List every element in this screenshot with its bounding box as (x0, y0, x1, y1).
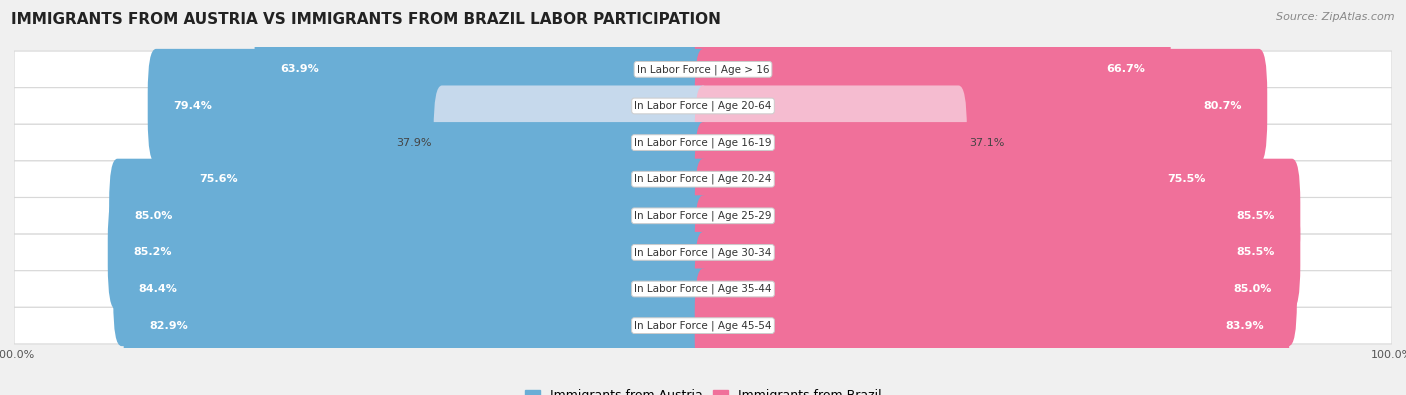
Text: 75.5%: 75.5% (1167, 174, 1206, 184)
Text: In Labor Force | Age 35-44: In Labor Force | Age 35-44 (634, 284, 772, 294)
FancyBboxPatch shape (695, 12, 1171, 126)
FancyBboxPatch shape (433, 85, 711, 200)
FancyBboxPatch shape (695, 49, 1267, 163)
Text: 79.4%: 79.4% (173, 101, 212, 111)
Text: 63.9%: 63.9% (280, 64, 319, 74)
Text: 66.7%: 66.7% (1107, 64, 1146, 74)
Text: 85.5%: 85.5% (1236, 211, 1275, 221)
Text: In Labor Force | Age 20-64: In Labor Force | Age 20-64 (634, 101, 772, 111)
Text: In Labor Force | Age 30-34: In Labor Force | Age 30-34 (634, 247, 772, 258)
Text: In Labor Force | Age 25-29: In Labor Force | Age 25-29 (634, 211, 772, 221)
FancyBboxPatch shape (148, 49, 711, 163)
Text: 85.0%: 85.0% (135, 211, 173, 221)
FancyBboxPatch shape (174, 122, 711, 236)
FancyBboxPatch shape (14, 234, 1392, 271)
FancyBboxPatch shape (14, 161, 1392, 198)
Text: 80.7%: 80.7% (1204, 101, 1241, 111)
FancyBboxPatch shape (14, 271, 1392, 307)
FancyBboxPatch shape (14, 124, 1392, 161)
FancyBboxPatch shape (254, 12, 711, 126)
FancyBboxPatch shape (14, 307, 1392, 344)
FancyBboxPatch shape (695, 122, 1232, 236)
FancyBboxPatch shape (695, 85, 967, 200)
FancyBboxPatch shape (695, 195, 1301, 310)
Text: IMMIGRANTS FROM AUSTRIA VS IMMIGRANTS FROM BRAZIL LABOR PARTICIPATION: IMMIGRANTS FROM AUSTRIA VS IMMIGRANTS FR… (11, 12, 721, 27)
Text: 85.2%: 85.2% (134, 247, 172, 258)
FancyBboxPatch shape (110, 159, 711, 273)
FancyBboxPatch shape (108, 195, 711, 310)
Text: 37.9%: 37.9% (396, 137, 432, 148)
FancyBboxPatch shape (114, 232, 711, 346)
FancyBboxPatch shape (14, 51, 1392, 88)
FancyBboxPatch shape (695, 269, 1289, 383)
FancyBboxPatch shape (14, 88, 1392, 124)
FancyBboxPatch shape (695, 159, 1301, 273)
Legend: Immigrants from Austria, Immigrants from Brazil: Immigrants from Austria, Immigrants from… (520, 384, 886, 395)
FancyBboxPatch shape (14, 198, 1392, 234)
Text: 85.0%: 85.0% (1233, 284, 1271, 294)
Text: In Labor Force | Age 16-19: In Labor Force | Age 16-19 (634, 137, 772, 148)
Text: In Labor Force | Age 45-54: In Labor Force | Age 45-54 (634, 320, 772, 331)
Text: 37.1%: 37.1% (969, 137, 1004, 148)
FancyBboxPatch shape (124, 269, 711, 383)
Text: 85.5%: 85.5% (1236, 247, 1275, 258)
Text: Source: ZipAtlas.com: Source: ZipAtlas.com (1277, 12, 1395, 22)
Text: 83.9%: 83.9% (1225, 321, 1264, 331)
Text: 82.9%: 82.9% (149, 321, 188, 331)
FancyBboxPatch shape (695, 232, 1296, 346)
Text: In Labor Force | Age > 16: In Labor Force | Age > 16 (637, 64, 769, 75)
Text: 75.6%: 75.6% (200, 174, 238, 184)
Text: 84.4%: 84.4% (139, 284, 177, 294)
Text: In Labor Force | Age 20-24: In Labor Force | Age 20-24 (634, 174, 772, 184)
